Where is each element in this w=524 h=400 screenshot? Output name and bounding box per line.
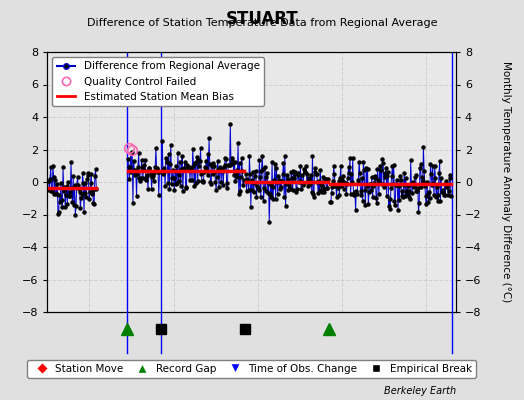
- Legend: Station Move, Record Gap, Time of Obs. Change, Empirical Break: Station Move, Record Gap, Time of Obs. C…: [27, 360, 476, 378]
- Text: 1960: 1960: [411, 362, 442, 374]
- Text: 1950: 1950: [326, 362, 358, 374]
- Text: 1920: 1920: [73, 362, 105, 374]
- Text: Difference of Station Temperature Data from Regional Average: Difference of Station Temperature Data f…: [87, 18, 437, 28]
- Text: STUART: STUART: [226, 10, 298, 28]
- Y-axis label: Monthly Temperature Anomaly Difference (°C): Monthly Temperature Anomaly Difference (…: [501, 61, 511, 303]
- Text: Berkeley Earth: Berkeley Earth: [384, 386, 456, 396]
- Text: 1940: 1940: [242, 362, 274, 374]
- Legend: Difference from Regional Average, Quality Control Failed, Estimated Station Mean: Difference from Regional Average, Qualit…: [52, 57, 264, 106]
- Text: 1930: 1930: [158, 362, 189, 374]
